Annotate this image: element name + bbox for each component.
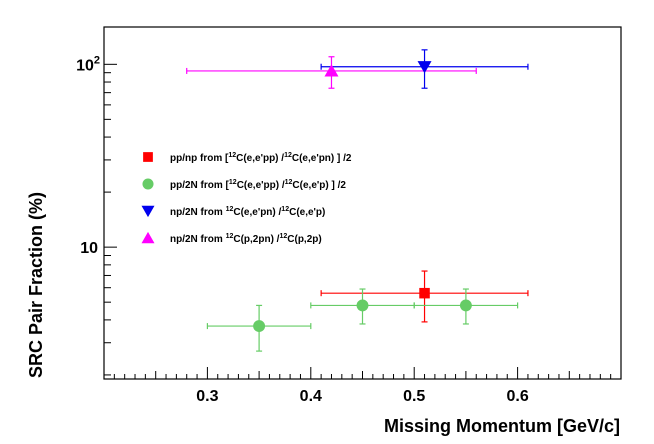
- x-tick-label: 0.6: [506, 388, 528, 405]
- y-tick-label: 102: [76, 54, 100, 74]
- legend-marker-square: [143, 152, 153, 162]
- legend-entry-label: pp/np from [12C(e,e'pp) /12C(e,e'pn) ] /…: [170, 152, 352, 164]
- data-point-square: [419, 287, 430, 299]
- y-axis-label: SRC Pair Fraction (%): [26, 192, 46, 378]
- legend-marker-triangle-up: [141, 231, 155, 244]
- plot-frame: [103, 26, 622, 380]
- legend-marker-triangle-down: [141, 205, 155, 218]
- legend-entry-label: np/2N from 12C(p,2pn) /12C(p,2p): [170, 233, 322, 245]
- x-tick-label: 0.3: [196, 388, 218, 405]
- data-markers: [253, 61, 472, 333]
- x-tick-label: 0.5: [403, 388, 425, 405]
- data-point-triangle-down: [417, 61, 432, 74]
- axis-ticks: [103, 63, 622, 379]
- data-point-circle: [459, 299, 472, 312]
- data-point-circle: [253, 320, 266, 333]
- y-tick-label: 10: [80, 240, 98, 257]
- x-tick-label: 0.4: [300, 388, 322, 405]
- legend-entry-label: np/2N from 12C(e,e'pn) /12C(e,e'p): [170, 206, 325, 218]
- legend-entry-label: pp/2N from [12C(e,e'pp) /12C(e,e'p) ] /2: [170, 179, 346, 191]
- tick-labels: 0.3 0.4 0.5 0.6 10 102: [76, 54, 529, 405]
- data-point-triangle-up: [324, 64, 339, 77]
- legend-marker-circle: [142, 178, 154, 190]
- x-axis-label: Missing Momentum [GeV/c]: [384, 416, 620, 436]
- legend: pp/np from [12C(e,e'pp) /12C(e,e'pn) ] /…: [141, 152, 352, 245]
- data-point-circle: [356, 299, 369, 312]
